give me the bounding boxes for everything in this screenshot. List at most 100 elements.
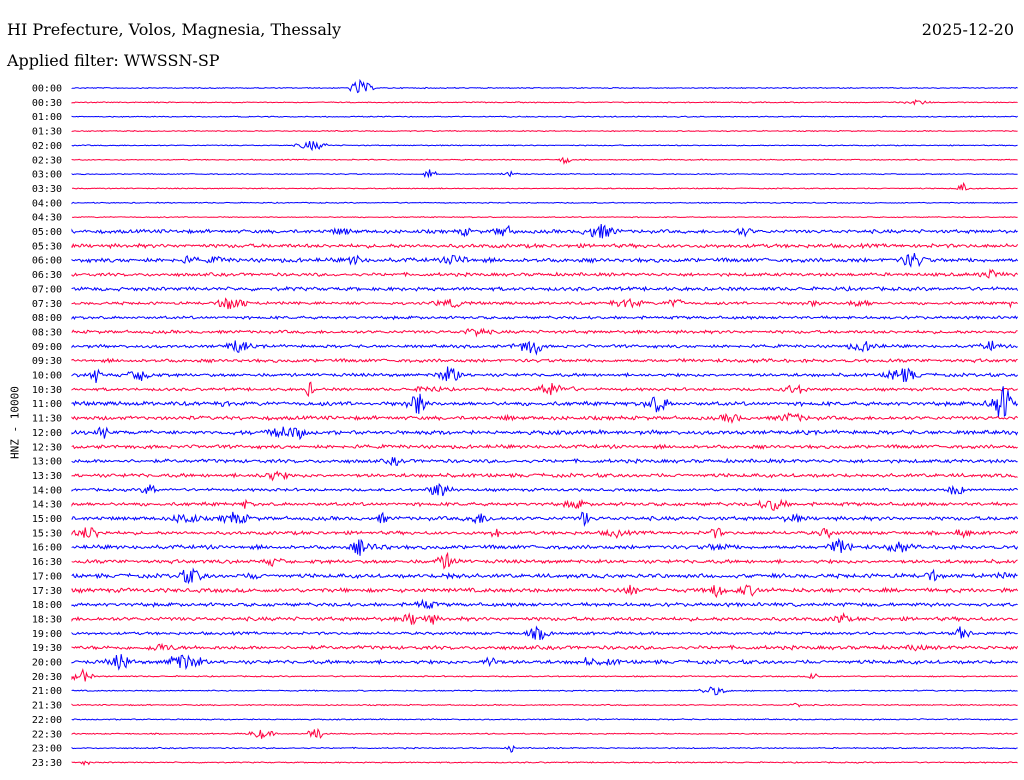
row-time-label: 02:00 bbox=[32, 141, 62, 152]
trace-line bbox=[71, 156, 1018, 165]
row-time-label: 22:00 bbox=[32, 715, 62, 726]
trace-line bbox=[71, 702, 1018, 708]
row-time-label: 01:00 bbox=[32, 112, 62, 123]
row-time-label: 22:30 bbox=[32, 729, 62, 740]
row-time-label: 12:30 bbox=[32, 442, 62, 453]
trace-line bbox=[71, 115, 1018, 118]
row-time-label: 18:30 bbox=[32, 614, 62, 625]
trace-line bbox=[71, 551, 1018, 570]
plot-date: 2025-12-20 bbox=[921, 20, 1014, 39]
trace-line bbox=[71, 642, 1019, 652]
row-time-label: 11:30 bbox=[32, 414, 62, 425]
trace-line bbox=[71, 140, 1018, 152]
trace-line bbox=[71, 567, 1018, 585]
trace-line bbox=[71, 482, 1018, 497]
row-time-label: 08:00 bbox=[32, 313, 62, 324]
trace-line bbox=[71, 760, 1018, 767]
row-time-label: 00:30 bbox=[32, 98, 62, 109]
trace-line bbox=[71, 386, 1018, 418]
row-time-label: 04:00 bbox=[32, 198, 62, 209]
row-time-label: 19:00 bbox=[32, 629, 62, 640]
trace-line bbox=[71, 268, 1018, 279]
row-time-label: 16:30 bbox=[32, 557, 62, 568]
row-time-label: 03:30 bbox=[32, 184, 62, 195]
row-time-label: 16:00 bbox=[32, 543, 62, 554]
trace-line bbox=[71, 611, 1018, 626]
trace-line bbox=[71, 667, 1018, 682]
trace-line bbox=[71, 412, 1018, 425]
row-time-label: 09:30 bbox=[32, 356, 62, 367]
trace-line bbox=[71, 498, 1018, 511]
row-time-label: 02:30 bbox=[32, 155, 62, 166]
row-time-label: 05:00 bbox=[32, 227, 62, 238]
filter-label: Applied filter: WWSSN-SP bbox=[7, 51, 220, 70]
trace-line bbox=[71, 686, 1018, 696]
row-time-label: 17:00 bbox=[32, 571, 62, 582]
row-time-label: 04:30 bbox=[32, 213, 62, 224]
trace-line bbox=[71, 224, 1018, 239]
row-time-label: 15:00 bbox=[32, 514, 62, 525]
trace-line bbox=[71, 727, 1018, 739]
trace-line bbox=[71, 745, 1018, 753]
trace-line bbox=[71, 340, 1018, 356]
row-time-label: 11:00 bbox=[32, 399, 62, 410]
row-time-label: 07:00 bbox=[32, 284, 62, 295]
row-time-label: 00:00 bbox=[32, 84, 62, 95]
trace-line bbox=[71, 78, 1018, 94]
trace-line bbox=[71, 598, 1018, 610]
trace-line bbox=[71, 584, 1019, 599]
row-time-label: 18:00 bbox=[32, 600, 62, 611]
trace-line bbox=[71, 252, 1019, 268]
row-time-label: 05:30 bbox=[32, 241, 62, 252]
row-time-label: 10:00 bbox=[32, 371, 62, 382]
row-time-label: 13:30 bbox=[32, 471, 62, 482]
row-time-label: 14:30 bbox=[32, 500, 62, 511]
trace-line bbox=[71, 537, 1019, 556]
row-time-label: 17:30 bbox=[32, 586, 62, 597]
trace-line bbox=[71, 169, 1018, 179]
row-time-label: 23:00 bbox=[32, 744, 62, 755]
row-time-label: 20:30 bbox=[32, 672, 62, 683]
row-time-label: 12:00 bbox=[32, 428, 62, 439]
row-time-label: 01:30 bbox=[32, 127, 62, 138]
trace-line bbox=[71, 457, 1018, 467]
trace-line bbox=[71, 242, 1019, 250]
row-time-label: 08:30 bbox=[32, 327, 62, 338]
row-time-label: 06:00 bbox=[32, 256, 62, 267]
row-time-label: 09:00 bbox=[32, 342, 62, 353]
trace-line bbox=[71, 527, 1019, 539]
row-time-label: 23:30 bbox=[32, 758, 62, 769]
row-time-label: 06:30 bbox=[32, 270, 62, 281]
trace-line bbox=[71, 129, 1018, 133]
trace-line bbox=[71, 654, 1018, 671]
trace-line bbox=[71, 511, 1019, 527]
trace-line bbox=[71, 201, 1018, 205]
trace-line bbox=[71, 327, 1018, 338]
trace-line bbox=[71, 181, 1018, 191]
trace-line bbox=[71, 718, 1018, 721]
trace-line bbox=[71, 297, 1018, 310]
trace-line bbox=[71, 285, 1019, 292]
station-title: HI Prefecture, Volos, Magnesia, Thessaly bbox=[7, 20, 342, 39]
trace-line bbox=[71, 381, 1018, 398]
row-time-label: 21:30 bbox=[32, 701, 62, 712]
trace-line bbox=[71, 443, 1018, 450]
trace-line bbox=[71, 426, 1019, 441]
row-time-label: 20:00 bbox=[32, 658, 62, 669]
trace-line bbox=[71, 99, 1018, 106]
trace-line bbox=[71, 366, 1018, 383]
trace-line bbox=[71, 315, 1019, 321]
trace-line bbox=[71, 625, 1018, 641]
row-time-label: 13:00 bbox=[32, 457, 62, 468]
trace-line bbox=[71, 470, 1018, 482]
row-time-label: 19:30 bbox=[32, 643, 62, 654]
row-time-label: 15:30 bbox=[32, 528, 62, 539]
row-time-label: 10:30 bbox=[32, 385, 62, 396]
trace-line bbox=[71, 357, 1018, 364]
trace-line bbox=[71, 216, 1018, 219]
row-time-label: 14:00 bbox=[32, 485, 62, 496]
row-time-label: 03:00 bbox=[32, 170, 62, 181]
row-time-label: 07:30 bbox=[32, 299, 62, 310]
row-time-label: 21:00 bbox=[32, 686, 62, 697]
